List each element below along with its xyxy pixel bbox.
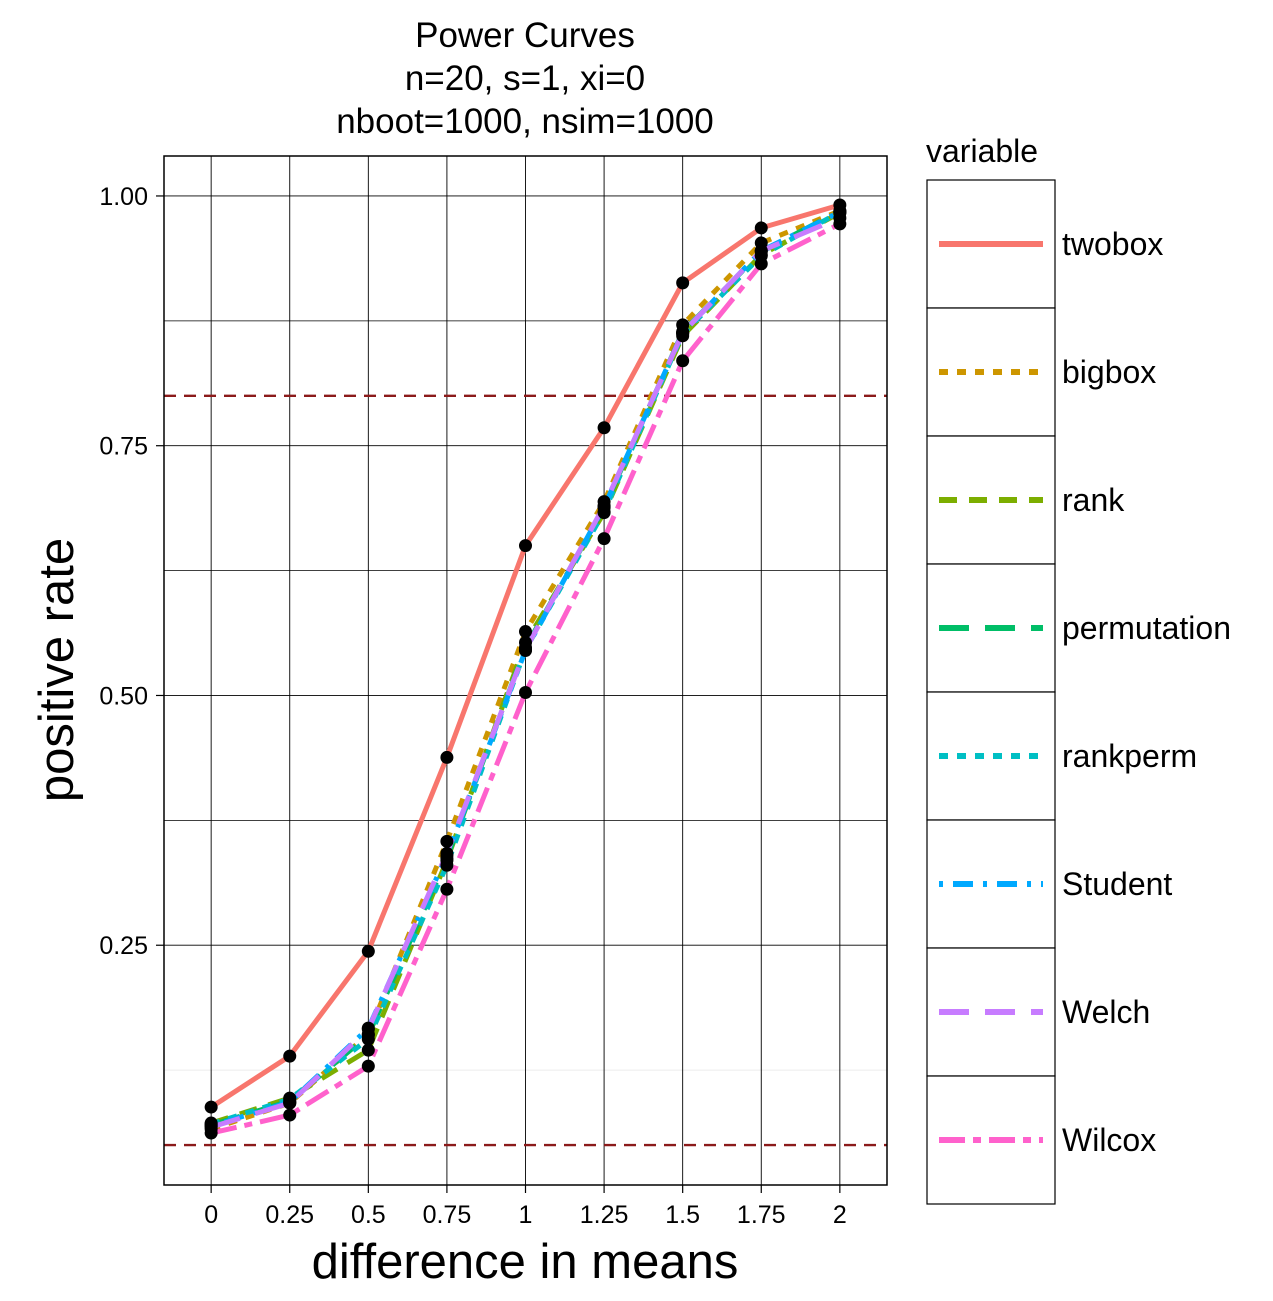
x-tick-label: 2 — [833, 1201, 847, 1229]
chart-title-line-3: nboot=1000, nsim=1000 — [336, 102, 714, 141]
data-point-welch — [361, 1022, 375, 1036]
data-point-bigbox — [519, 625, 532, 639]
data-point-rankperm — [361, 1032, 375, 1046]
plot-area: 0.25 0.50 0.75 1.00 0 0.25 0.5 0.75 1 1.25 1.5 1.75… — [99, 155, 888, 1229]
legend-label-rankperm: rankperm — [1062, 738, 1197, 774]
data-point-wilcox — [283, 1108, 297, 1122]
data-point-twobox — [676, 276, 690, 290]
data-point-twobox — [519, 539, 532, 553]
data-point-wilcox — [440, 882, 454, 896]
legend: variable twobox bigbox rank permutation rank… — [926, 133, 1231, 1205]
data-point-wilcox — [361, 1059, 375, 1073]
data-point-welch — [676, 326, 690, 340]
legend-label-welch: Welch — [1062, 994, 1150, 1030]
x-tick-label: 0.75 — [423, 1201, 472, 1229]
data-point-twobox — [440, 750, 454, 764]
data-point-wilcox — [519, 685, 532, 699]
legend-label-student: Student — [1062, 866, 1172, 902]
x-tick-label: 0 — [204, 1201, 218, 1229]
data-point-wilcox — [204, 1126, 218, 1140]
data-point-bigbox — [440, 834, 454, 848]
y-axis-title: positive rate — [30, 538, 84, 802]
x-axis-title: difference in means — [312, 1235, 739, 1289]
series-line-wilcox — [210, 221, 841, 1136]
legend-key-box — [926, 819, 1056, 949]
y-tick-label: 0.50 — [99, 682, 148, 710]
x-tick-label: 1 — [519, 1201, 533, 1229]
legend-label-rank: rank — [1062, 482, 1125, 518]
data-point-rank — [361, 1043, 375, 1057]
chart-title: Power Curves n=20, s=1, xi=0 nboot=1000,… — [336, 16, 714, 141]
legend-title: variable — [926, 133, 1038, 169]
data-point-welch — [754, 244, 768, 258]
data-point-twobox — [283, 1049, 297, 1063]
data-point-twobox — [754, 221, 768, 235]
chart-title-line-1: Power Curves — [415, 16, 635, 55]
data-point-welch — [597, 499, 611, 513]
legend-label-bigbox: bigbox — [1062, 354, 1156, 390]
x-tick-label: 1.75 — [737, 1201, 786, 1229]
x-tick-label: 0.5 — [351, 1201, 386, 1229]
data-point-twobox — [361, 944, 375, 958]
x-tick-label: 0.25 — [265, 1201, 314, 1229]
data-point-welch — [283, 1096, 297, 1110]
x-tick-label: 1.25 — [580, 1201, 629, 1229]
legend-label-permutation: permutation — [1062, 610, 1231, 646]
y-tick-label: 0.25 — [99, 932, 148, 960]
data-point-welch — [519, 643, 532, 657]
data-point-wilcox — [833, 217, 847, 231]
data-point-rankperm — [440, 858, 454, 872]
data-point-twobox — [204, 1100, 218, 1114]
data-point-wilcox — [754, 257, 768, 271]
y-tick-label: 0.75 — [99, 433, 148, 461]
x-tick-label: 1.5 — [665, 1201, 700, 1229]
data-point-wilcox — [676, 354, 690, 368]
legend-key-box — [926, 691, 1056, 821]
legend-label-twobox: twobox — [1062, 226, 1163, 262]
y-tick-label: 1.00 — [99, 183, 148, 211]
data-point-twobox — [597, 421, 611, 435]
chart-title-line-2: n=20, s=1, xi=0 — [405, 59, 645, 98]
legend-label-wilcox: Wilcox — [1062, 1122, 1156, 1158]
data-point-welch — [440, 846, 454, 860]
data-point-wilcox — [597, 532, 611, 546]
